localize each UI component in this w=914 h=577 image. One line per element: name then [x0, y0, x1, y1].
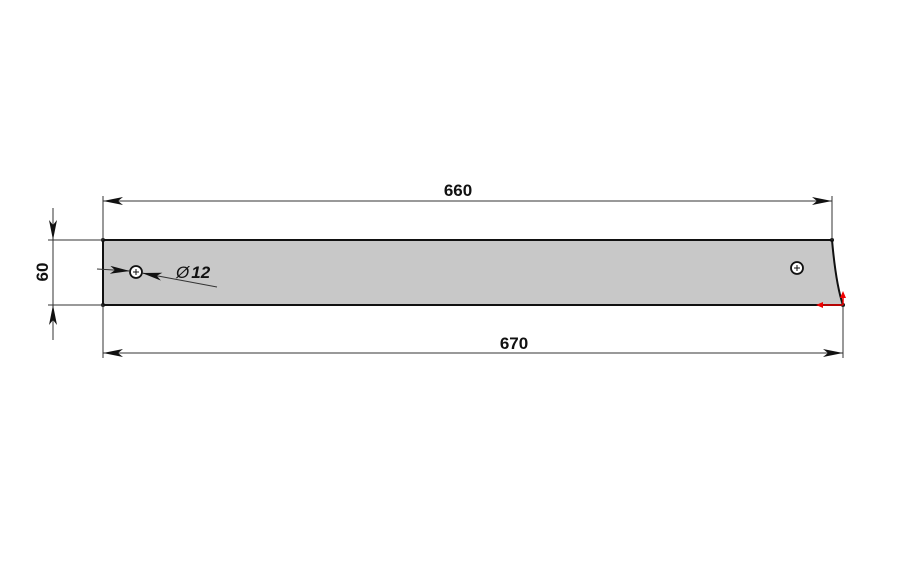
- dimension-bottom-value: 670: [500, 334, 528, 353]
- hole-left[interactable]: [129, 265, 143, 279]
- dimension-height-value: 60: [33, 263, 52, 282]
- dimension-top[interactable]: 660: [102, 181, 833, 240]
- diameter-value: 12: [191, 263, 210, 282]
- dimension-bottom[interactable]: 670: [102, 305, 844, 358]
- plate-part[interactable]: [102, 239, 845, 306]
- diameter-label: Ø 12: [175, 263, 211, 282]
- origin-axis-icon: [816, 291, 846, 308]
- dimension-top-value: 660: [444, 181, 472, 200]
- hole-right[interactable]: [790, 261, 804, 275]
- dimension-hole-diameter[interactable]: Ø 12: [96, 263, 218, 288]
- dimension-height[interactable]: 60: [33, 208, 103, 340]
- diameter-symbol: Ø: [175, 263, 191, 282]
